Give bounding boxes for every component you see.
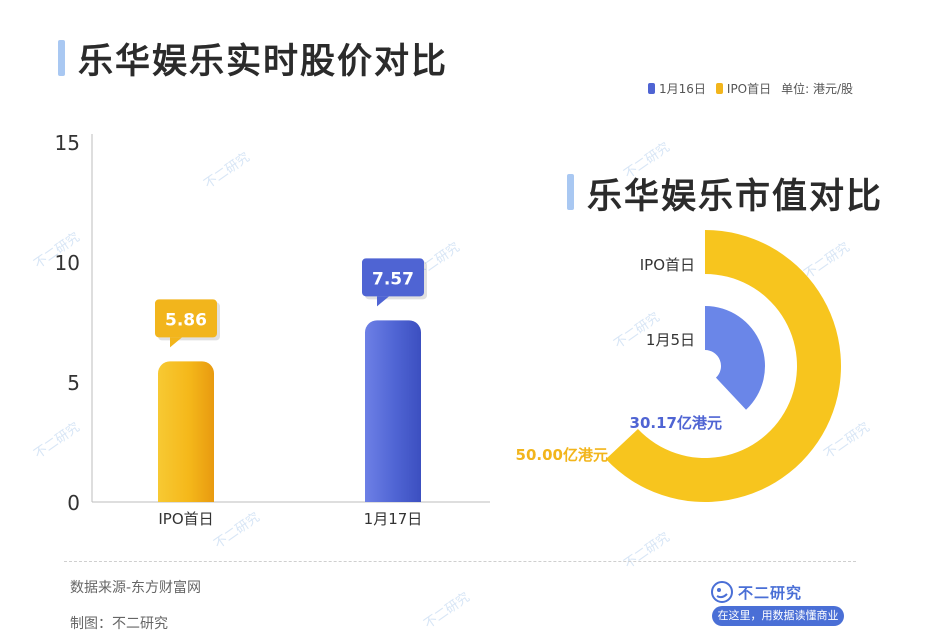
x-tick-label: IPO首日 (158, 510, 213, 528)
chart-maker: 制图：不二研究 (70, 616, 168, 632)
bar-base (365, 488, 421, 502)
title-accent-bar (58, 40, 65, 76)
y-tick-label: 0 (67, 491, 80, 515)
legend-label: IPO首日 (726, 82, 772, 96)
data-source: 数据来源-东方财富网 (70, 580, 202, 596)
data-label-shadow (158, 302, 220, 341)
brand-logo: 不二研究 在这里，用数据读懂商业 (706, 580, 846, 630)
data-label-box (155, 299, 217, 338)
data-label: 5.86 (165, 310, 207, 330)
bar (158, 361, 214, 502)
y-tick-label: 5 (67, 371, 80, 395)
legend-item: 1月16日 (648, 80, 706, 97)
watermark-text: 不二研究 (421, 590, 473, 633)
brand-tagline: 在这里，用数据读懂商业 (712, 606, 844, 626)
legend-swatch-blue (648, 83, 655, 94)
ring-category-label: 1月5日 (646, 331, 695, 349)
watermark-text: 不二研究 (31, 420, 83, 463)
watermark-text: 不二研究 (801, 240, 853, 283)
ring-value-label: 50.00亿港元 (516, 446, 608, 464)
watermark-text: 不二研究 (31, 230, 83, 273)
page-title: 乐华娱乐实时股价对比 (78, 42, 449, 82)
chart-title-market-cap: 乐华娱乐市值对比 (587, 177, 884, 217)
legend-item: IPO首日 (715, 80, 772, 97)
watermark-text: 不二研究 (411, 240, 463, 283)
data-label: 7.57 (372, 269, 414, 289)
radial-bar (705, 306, 765, 410)
y-tick-label: 15 (55, 131, 80, 155)
legend-label: 1月16日 (659, 82, 706, 96)
watermark-text: 不二研究 (821, 420, 873, 463)
x-tick-label: 1月17日 (364, 510, 423, 528)
brand-logo-icon (711, 581, 733, 603)
brand-name: 不二研究 (738, 584, 803, 602)
ring-value-label: 30.17亿港元 (630, 414, 722, 432)
legend-unit: 单位: 港元/股 (781, 82, 854, 96)
data-label-pointer (377, 296, 389, 307)
legend: 1月16日 IPO首日 单位: 港元/股 (648, 80, 853, 97)
watermark-text: 不二研究 (611, 310, 663, 353)
watermark-text: 不二研究 (211, 510, 263, 553)
title-accent-bar (567, 174, 574, 210)
data-label-pointer (170, 337, 182, 348)
ring-category-label: IPO首日 (640, 256, 695, 274)
watermark-text: 不二研究 (201, 150, 253, 193)
bar (365, 320, 421, 502)
legend-swatch-yellow (715, 83, 723, 94)
watermark-text: 不二研究 (621, 530, 673, 573)
bar-base (158, 488, 214, 502)
footer-divider (64, 561, 856, 562)
